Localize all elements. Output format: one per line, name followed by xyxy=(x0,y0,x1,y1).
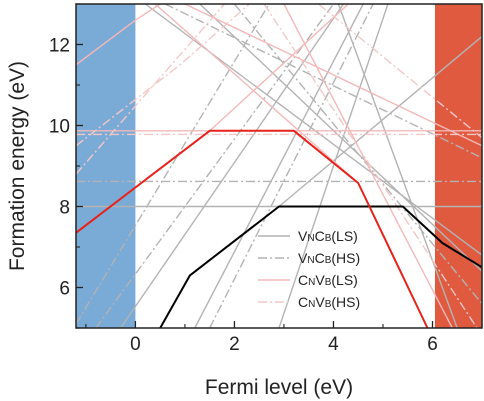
x-tick-label: 4 xyxy=(328,334,339,355)
defect-line xyxy=(194,4,364,328)
defect-line xyxy=(76,4,250,147)
y-axis-title: Formation energy (eV) xyxy=(6,61,29,271)
defect-line xyxy=(95,4,335,328)
defect-line xyxy=(278,4,389,328)
defect-line xyxy=(209,4,374,328)
x-tick-label: 0 xyxy=(130,334,141,355)
x-tick-label: 2 xyxy=(229,334,240,355)
y-tick-label: 6 xyxy=(59,279,70,300)
envelope-line xyxy=(159,205,482,328)
defect-line xyxy=(76,4,226,175)
legend-label: VNCB(LS) xyxy=(298,228,358,244)
defect-line xyxy=(154,4,429,328)
defect-line xyxy=(263,4,478,328)
y-tick-label: 12 xyxy=(49,36,70,57)
series-lines xyxy=(76,4,482,328)
legend-label: VNCB(HS) xyxy=(298,250,360,266)
band-regions xyxy=(76,4,482,328)
defect-line xyxy=(199,4,482,272)
legend: VNCB(LS) VNCB(HS) CNVB(LS) CNVB(HS) xyxy=(258,228,360,310)
y-tick-label: 10 xyxy=(49,117,70,138)
defect-line xyxy=(76,4,270,325)
defect-line xyxy=(120,4,344,328)
legend-label: CNVB(LS) xyxy=(298,272,358,288)
y-tick-label: 8 xyxy=(59,198,70,219)
axis-ticks: 0 2 4 6 6 8 10 12 xyxy=(49,3,483,355)
x-axis-title: Fermi level (eV) xyxy=(205,376,353,399)
defect-line xyxy=(283,4,453,328)
valence-band-region xyxy=(76,4,136,328)
legend-label: CNVB(HS) xyxy=(298,294,360,310)
defect-line xyxy=(233,4,482,305)
x-tick-label: 6 xyxy=(427,334,438,355)
defect-line xyxy=(278,35,482,208)
conduction-band-region xyxy=(434,4,482,328)
defect-line xyxy=(76,4,161,66)
defect-line xyxy=(318,4,482,139)
defect-line xyxy=(337,4,458,328)
defect-line xyxy=(184,4,482,147)
envelope-line xyxy=(76,129,429,328)
